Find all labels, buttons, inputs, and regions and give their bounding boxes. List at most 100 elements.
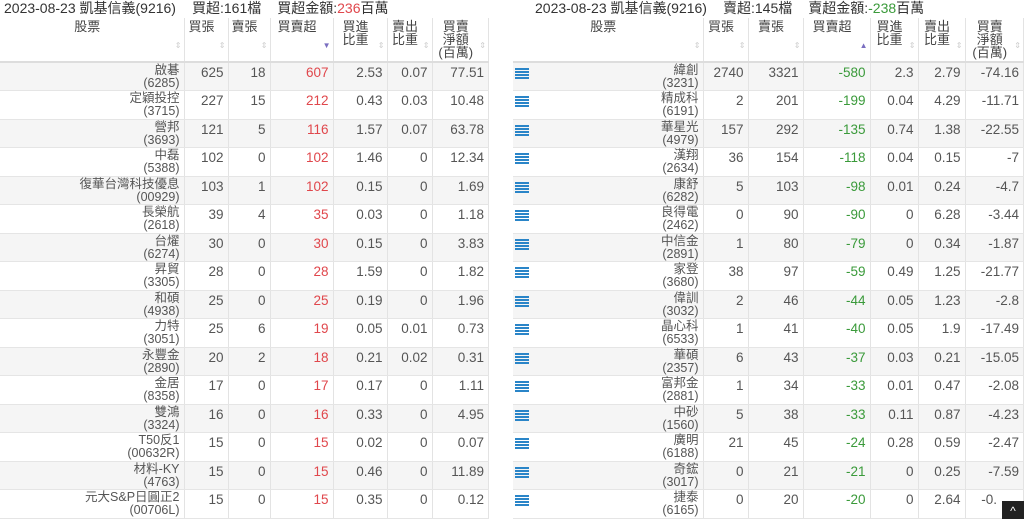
stock-cell[interactable]: 復華台灣科技優息 (00929): [0, 176, 185, 205]
table-row[interactable]: 材料-KY (4763) 15 0 15 0.46 0 11.89: [0, 461, 489, 490]
list-icon[interactable]: [515, 466, 529, 478]
stock-cell[interactable]: 良得電 (2462): [513, 204, 704, 234]
stock-cell[interactable]: 緯創 (3231): [513, 62, 704, 91]
list-icon[interactable]: [515, 68, 529, 79]
table-row[interactable]: 中砂 (1560) 5 38 -33 0.11 0.87 -4.23: [513, 404, 1024, 433]
header-sell-ratio[interactable]: 賣出比重 ⇕: [387, 18, 433, 63]
stock-cell[interactable]: 中信金 (2891): [513, 233, 704, 262]
table-row[interactable]: 元大S&P日圓正2 (00706L) 15 0 15 0.35 0 0.12: [0, 489, 489, 519]
header-net-lots[interactable]: 買賣超 ▼: [270, 18, 334, 63]
header-sell-lots[interactable]: 賣張 ⇕: [228, 18, 271, 63]
table-row[interactable]: 康舒 (6282) 5 103 -98 0.01 0.24 -4.7: [513, 176, 1024, 205]
sort-icon[interactable]: ▲: [859, 41, 868, 50]
table-row[interactable]: 奇鋐 (3017) 0 21 -21 0 0.25 -7.59: [513, 461, 1024, 490]
table-row[interactable]: 雙鴻 (3324) 16 0 16 0.33 0 4.95: [0, 404, 489, 433]
table-row[interactable]: 啟碁 (6285) 625 18 607 2.53 0.07 77.51: [0, 62, 489, 91]
sort-icon[interactable]: ⇕: [1014, 41, 1021, 50]
table-row[interactable]: 中磊 (5388) 102 0 102 1.46 0 12.34: [0, 147, 489, 177]
header-stock[interactable]: 股票 ⇕: [0, 18, 185, 63]
stock-cell[interactable]: 康舒 (6282): [513, 176, 704, 205]
stock-cell[interactable]: 精成科 (6191): [513, 90, 704, 120]
table-row[interactable]: 捷泰 (6165) 0 20 -20 0 2.64 -0.: [513, 489, 1024, 519]
table-row[interactable]: 富邦金 (2881) 1 34 -33 0.01 0.47 -2.08: [513, 375, 1024, 405]
table-row[interactable]: 台燿 (6274) 30 0 30 0.15 0 3.83: [0, 233, 489, 262]
sort-icon[interactable]: ⇕: [793, 41, 801, 50]
table-row[interactable]: 中信金 (2891) 1 80 -79 0 0.34 -1.87: [513, 233, 1024, 262]
header-net-amount[interactable]: 買賣淨額(百萬) ⇕: [965, 18, 1024, 63]
table-row[interactable]: 偉訓 (3032) 2 46 -44 0.05 1.23 -2.8: [513, 290, 1024, 319]
table-row[interactable]: 和碩 (4938) 25 0 25 0.19 0 1.96: [0, 290, 489, 319]
header-stock[interactable]: 股票 ⇕: [513, 18, 704, 63]
stock-cell[interactable]: 啟碁 (6285): [0, 62, 185, 91]
table-row[interactable]: 昇貿 (3305) 28 0 28 1.59 0 1.82: [0, 261, 489, 291]
list-icon[interactable]: [515, 381, 529, 392]
table-row[interactable]: 金居 (8358) 17 0 17 0.17 0 1.11: [0, 375, 489, 405]
list-icon[interactable]: [515, 438, 529, 449]
stock-cell[interactable]: 雙鴻 (3324): [0, 404, 185, 433]
table-row[interactable]: 長榮航 (2618) 39 4 35 0.03 0 1.18: [0, 204, 489, 234]
stock-cell[interactable]: 偉訓 (3032): [513, 290, 704, 319]
list-icon[interactable]: [515, 124, 529, 136]
stock-cell[interactable]: 定穎投控 (3715): [0, 90, 185, 120]
stock-cell[interactable]: 力特 (3051): [0, 318, 185, 348]
table-row[interactable]: 家登 (3680) 38 97 -59 0.49 1.25 -21.77: [513, 261, 1024, 291]
stock-cell[interactable]: 元大S&P日圓正2 (00706L): [0, 489, 185, 519]
header-buy-ratio[interactable]: 買進比重 ⇕: [870, 18, 919, 63]
table-row[interactable]: 華星光 (4979) 157 292 -135 0.74 1.38 -22.55: [513, 119, 1024, 148]
table-row[interactable]: 漢翔 (2634) 36 154 -118 0.04 0.15 -7: [513, 147, 1024, 177]
table-row[interactable]: 復華台灣科技優息 (00929) 103 1 102 0.15 0 1.69: [0, 176, 489, 205]
sort-icon[interactable]: ▼: [322, 41, 331, 50]
sort-icon[interactable]: ⇕: [174, 41, 182, 50]
list-icon[interactable]: [515, 267, 529, 278]
table-row[interactable]: 永豐金 (2890) 20 2 18 0.21 0.02 0.31: [0, 347, 489, 376]
stock-cell[interactable]: 金居 (8358): [0, 375, 185, 405]
list-icon[interactable]: [515, 96, 529, 107]
table-row[interactable]: 廣明 (6188) 21 45 -24 0.28 0.59 -2.47: [513, 432, 1024, 462]
stock-cell[interactable]: 晶心科 (6533): [513, 318, 704, 348]
table-row[interactable]: 營邦 (3693) 121 5 116 1.57 0.07 63.78: [0, 119, 489, 148]
list-icon[interactable]: [515, 495, 529, 506]
table-row[interactable]: 定穎投控 (3715) 227 15 212 0.43 0.03 10.48: [0, 90, 489, 120]
sort-icon[interactable]: ⇕: [218, 41, 226, 50]
stock-cell[interactable]: 漢翔 (2634): [513, 147, 704, 177]
header-buy-ratio[interactable]: 買進比重 ⇕: [333, 18, 388, 63]
stock-cell[interactable]: 華星光 (4979): [513, 119, 704, 148]
header-net-lots[interactable]: 買賣超 ▲: [803, 18, 871, 63]
stock-cell[interactable]: 永豐金 (2890): [0, 347, 185, 376]
table-row[interactable]: T50反1 (00632R) 15 0 15 0.02 0 0.07: [0, 432, 489, 462]
stock-cell[interactable]: 中砂 (1560): [513, 404, 704, 433]
back-to-top-button[interactable]: ^: [1002, 501, 1024, 519]
stock-cell[interactable]: 中磊 (5388): [0, 147, 185, 177]
list-icon[interactable]: [515, 409, 529, 421]
list-icon[interactable]: [515, 181, 529, 193]
sort-icon[interactable]: ⇕: [377, 41, 385, 50]
stock-cell[interactable]: 長榮航 (2618): [0, 204, 185, 234]
stock-cell[interactable]: 台燿 (6274): [0, 233, 185, 262]
header-buy-lots[interactable]: 買張 ⇕: [184, 18, 229, 63]
stock-cell[interactable]: 華碩 (2357): [513, 347, 704, 376]
header-sell-ratio[interactable]: 賣出比重 ⇕: [918, 18, 966, 63]
stock-cell[interactable]: 材料-KY (4763): [0, 461, 185, 490]
stock-cell[interactable]: 昇貿 (3305): [0, 261, 185, 291]
header-buy-lots[interactable]: 買張 ⇕: [703, 18, 749, 63]
sort-icon[interactable]: ⇕: [693, 41, 701, 50]
sort-icon[interactable]: ⇕: [908, 41, 916, 50]
sort-icon[interactable]: ⇕: [955, 41, 963, 50]
sort-icon[interactable]: ⇕: [479, 41, 486, 50]
stock-cell[interactable]: 營邦 (3693): [0, 119, 185, 148]
table-row[interactable]: 晶心科 (6533) 1 41 -40 0.05 1.9 -17.49: [513, 318, 1024, 348]
stock-cell[interactable]: 捷泰 (6165): [513, 489, 704, 519]
stock-cell[interactable]: 家登 (3680): [513, 261, 704, 291]
sort-icon[interactable]: ⇕: [738, 41, 746, 50]
table-row[interactable]: 力特 (3051) 25 6 19 0.05 0.01 0.73: [0, 318, 489, 348]
stock-cell[interactable]: 和碩 (4938): [0, 290, 185, 319]
sort-icon[interactable]: ⇕: [260, 41, 268, 50]
table-row[interactable]: 精成科 (6191) 2 201 -199 0.04 4.29 -11.71: [513, 90, 1024, 120]
stock-cell[interactable]: 奇鋐 (3017): [513, 461, 704, 490]
header-sell-lots[interactable]: 賣張 ⇕: [748, 18, 804, 63]
list-icon[interactable]: [515, 153, 529, 164]
list-icon[interactable]: [515, 210, 529, 221]
stock-cell[interactable]: T50反1 (00632R): [0, 432, 185, 462]
header-net-amount[interactable]: 買賣淨額(百萬) ⇕: [432, 18, 489, 63]
stock-cell[interactable]: 富邦金 (2881): [513, 375, 704, 405]
